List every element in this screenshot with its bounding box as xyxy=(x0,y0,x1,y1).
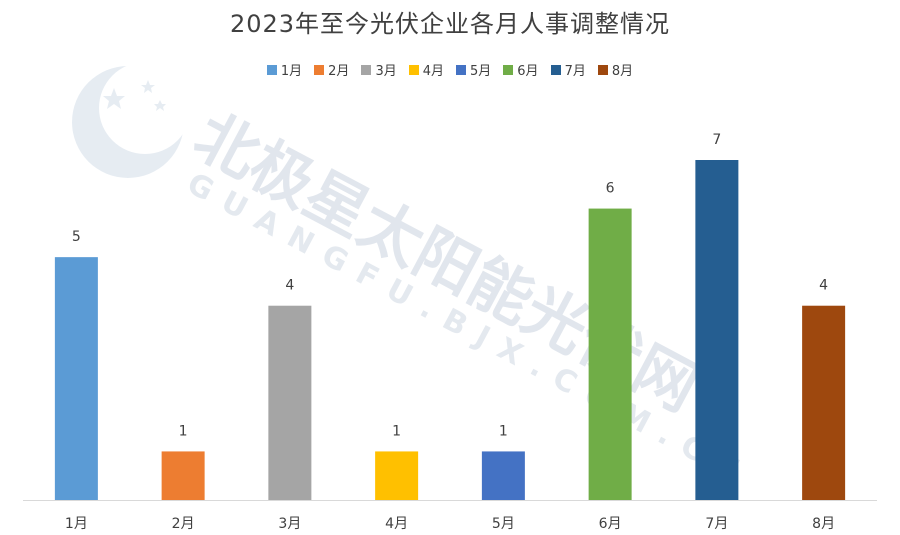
bar-5 xyxy=(481,451,525,500)
legend-label-8: 8月 xyxy=(611,64,634,79)
data-label-8: 4 xyxy=(819,278,828,294)
bar-4 xyxy=(375,451,419,500)
legend-label-4: 4月 xyxy=(422,64,444,79)
x-tick-label-3: 3月 xyxy=(278,516,301,532)
legend-label-2: 2月 xyxy=(328,64,350,79)
bar-8 xyxy=(802,305,846,500)
data-label-3: 4 xyxy=(285,278,294,294)
legend-swatch-7 xyxy=(550,64,561,75)
data-label-2: 1 xyxy=(179,423,188,439)
data-label-7: 7 xyxy=(712,132,721,148)
bar-3 xyxy=(268,305,312,500)
x-tick-label-8: 8月 xyxy=(812,516,835,532)
x-tick-label-7: 7月 xyxy=(705,516,728,532)
legend-item-1: 1月 xyxy=(266,60,303,79)
legend-swatch-2 xyxy=(314,64,325,75)
legend-item-2: 2月 xyxy=(314,60,349,79)
legend-item-8: 8月 xyxy=(597,60,634,79)
bar-7 xyxy=(695,160,739,500)
legend-swatch-8 xyxy=(597,64,608,75)
data-label-6: 6 xyxy=(606,181,615,197)
bar-2 xyxy=(161,451,205,500)
x-tick-label-4: 4月 xyxy=(385,516,408,532)
bar-6 xyxy=(588,208,632,501)
x-tick-label-1: 1月 xyxy=(65,516,88,532)
watermark-url: GUANGFU.BJX.COM.CN xyxy=(181,166,757,494)
legend-swatch-3 xyxy=(361,64,372,75)
legend-item-6: 6月 xyxy=(503,60,539,79)
legend-item-5: 5月 xyxy=(456,60,491,79)
legend-item-4: 4月 xyxy=(408,60,444,79)
legend-item-3: 3月 xyxy=(361,60,397,79)
legend-label-7: 7月 xyxy=(564,64,586,79)
legend-swatch-6 xyxy=(503,64,514,75)
legend-label-1: 1月 xyxy=(280,64,303,79)
legend-swatch-5 xyxy=(456,64,466,75)
data-labels-group: 5 1 4 1 1 6 7 4 xyxy=(72,132,828,439)
data-label-5: 1 xyxy=(499,423,508,439)
bar-1 xyxy=(54,257,98,500)
legend-label-3: 3月 xyxy=(375,64,397,79)
data-label-4: 1 xyxy=(392,423,401,439)
legend-item-7: 7月 xyxy=(550,60,586,79)
chart-legend: 1月 2月 3月 4月 5月 6月 7月 8月 xyxy=(0,60,900,79)
legend-swatch-1 xyxy=(266,64,277,75)
star-logo-icon xyxy=(72,62,191,178)
legend-label-5: 5月 xyxy=(470,64,492,79)
x-tick-labels-group: 1月 2月 3月 4月 5月 6月 7月 8月 xyxy=(65,516,835,532)
legend-swatch-4 xyxy=(408,64,419,75)
x-tick-label-6: 6月 xyxy=(599,516,622,532)
chart-title: 2023年至今光伏企业各月人事调整情况 xyxy=(229,10,671,38)
data-label-1: 5 xyxy=(72,229,81,245)
legend-label-6: 6月 xyxy=(517,64,539,79)
x-tick-label-5: 5月 xyxy=(492,516,515,532)
x-tick-label-2: 2月 xyxy=(172,516,195,532)
bars-group xyxy=(54,160,846,501)
